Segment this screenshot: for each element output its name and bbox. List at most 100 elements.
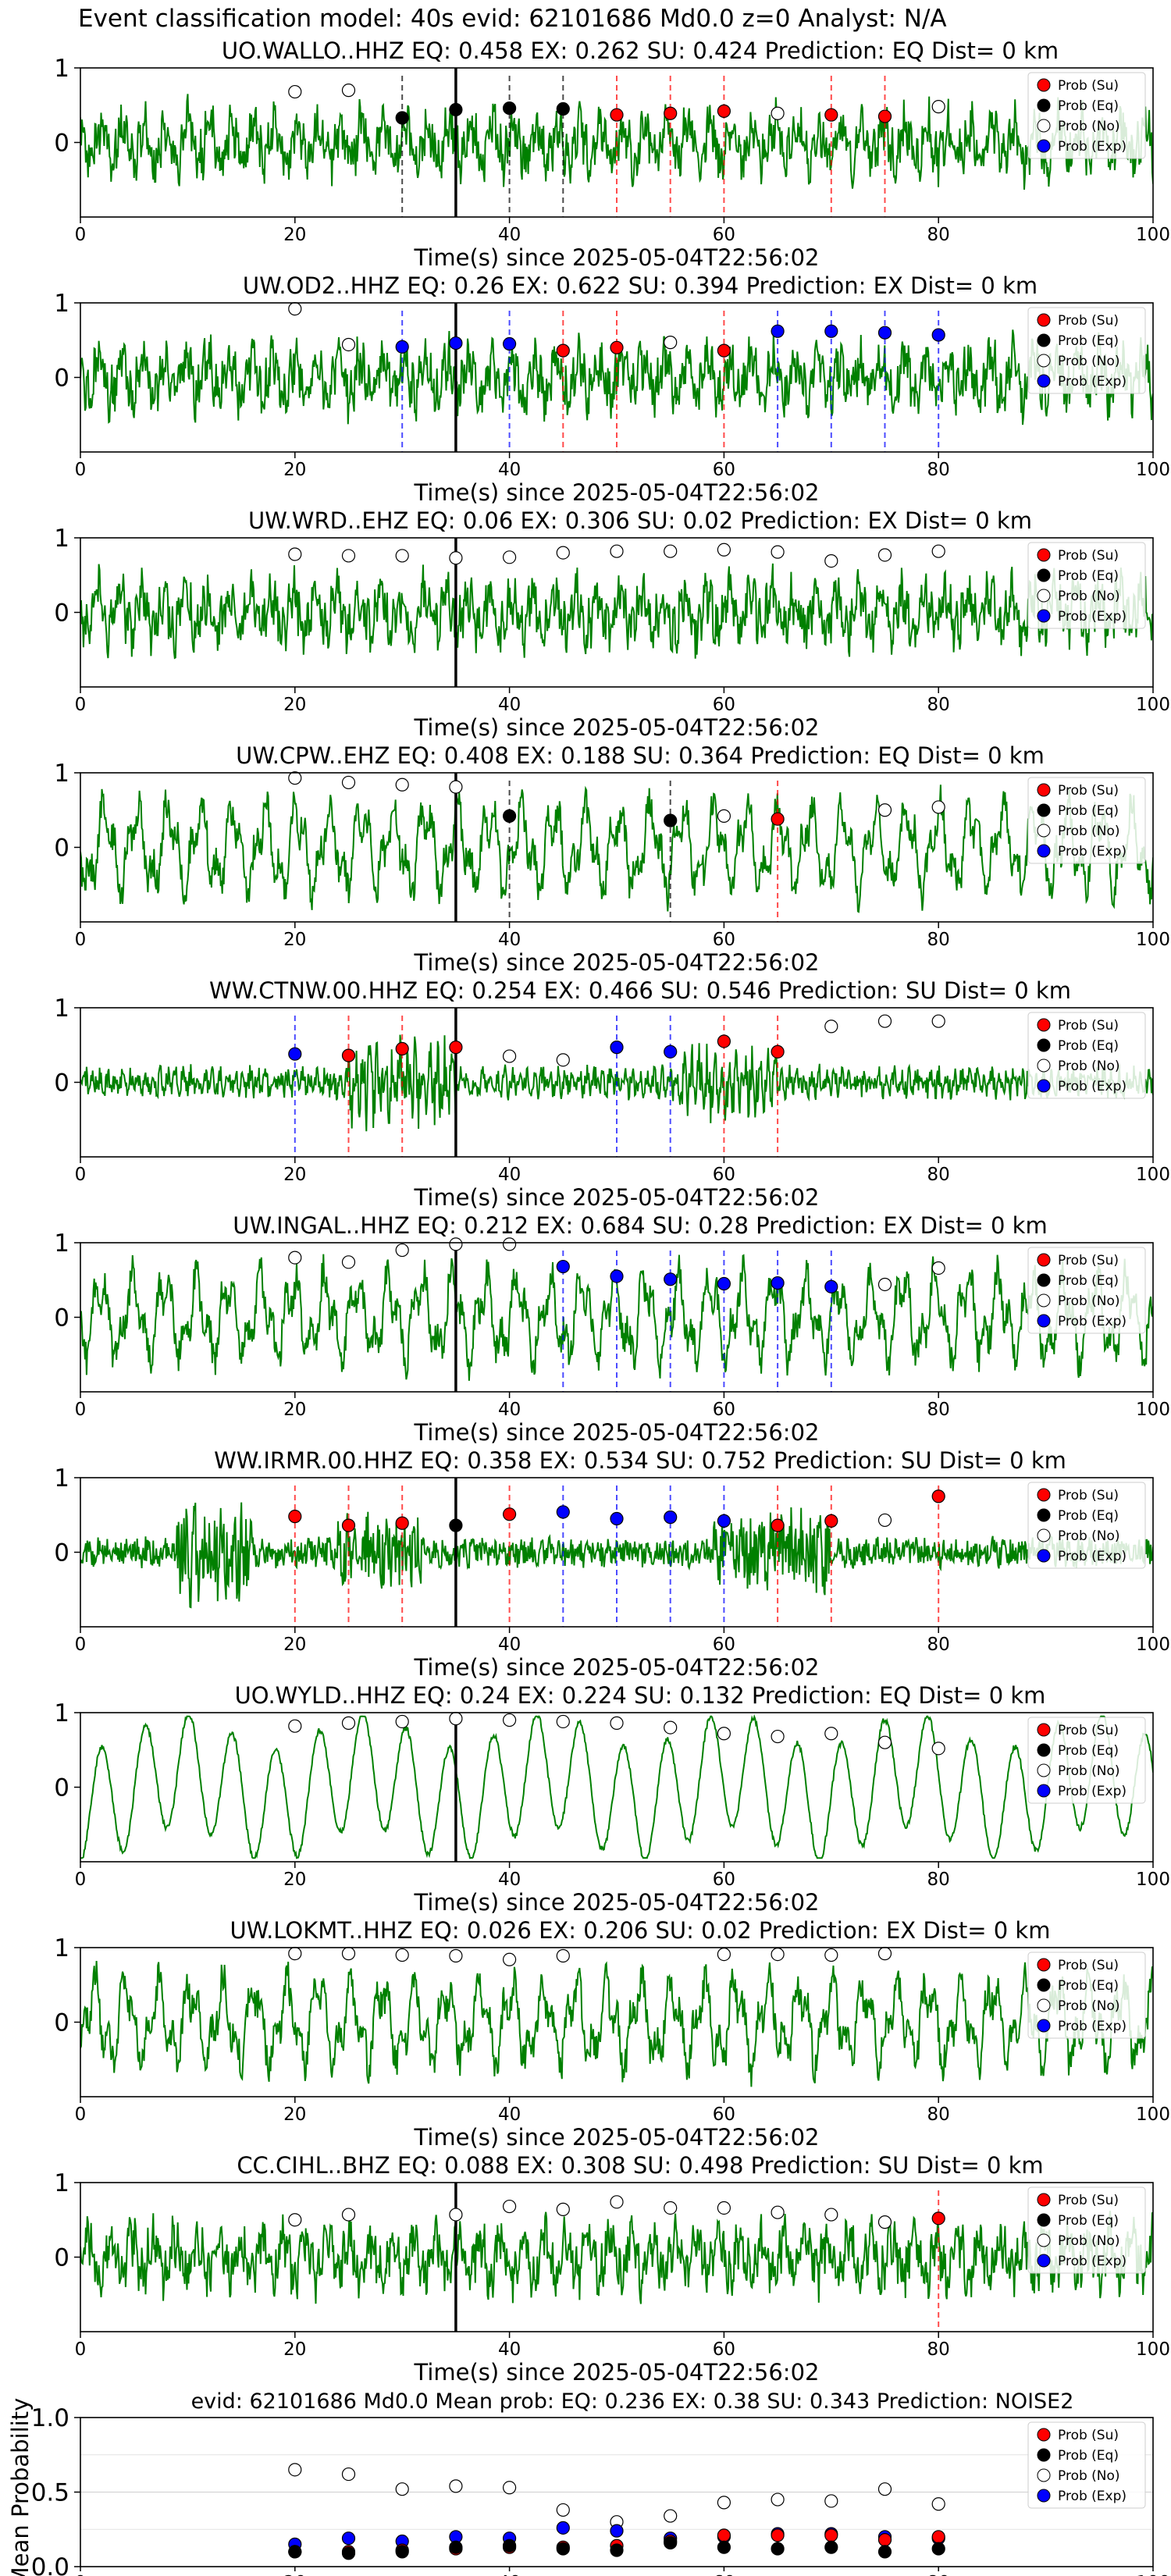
prob-point-su	[717, 104, 731, 118]
prob-point-no	[717, 809, 731, 823]
x-tick-label: 100	[1136, 2339, 1170, 2360]
legend-label: Prob (Eq)	[1058, 1743, 1119, 1759]
legend-marker	[1037, 1998, 1051, 2012]
legend-box	[1027, 1482, 1146, 1569]
prob-point-no	[502, 550, 517, 564]
prob-point-exp	[288, 1047, 302, 1061]
prob-point-su	[771, 812, 785, 826]
prob-point-no	[341, 2208, 356, 2222]
legend: Prob (Su) Prob (Eq) Prob (No) Prob (Exp)	[1027, 542, 1146, 629]
mean-point-eq	[288, 2545, 302, 2559]
x-tick-label: 60	[713, 1165, 735, 1185]
legend-marker	[1037, 1059, 1051, 1073]
prob-point-no	[502, 1713, 517, 1727]
legend: Prob (Su) Prob (Eq) Prob (No) Prob (Exp)	[1027, 1247, 1146, 1334]
prob-point-exp	[931, 328, 945, 342]
prob-point-exp	[556, 1259, 570, 1274]
prob-point-no	[824, 1727, 838, 1741]
legend-marker	[1037, 1784, 1051, 1798]
mean-point-no	[877, 2482, 892, 2496]
legend: Prob (Su) Prob (Eq) Prob (No) Prob (Exp)	[1027, 1717, 1146, 1804]
prob-point-exp	[556, 1505, 570, 1519]
x-tick-label: 60	[713, 695, 735, 715]
y-tick-label: 1	[54, 760, 69, 788]
prob-point-no	[449, 2208, 463, 2222]
mean-point-eq	[341, 2546, 356, 2560]
mean-point-su	[931, 2530, 945, 2544]
prob-point-no	[449, 551, 463, 565]
legend-label: Prob (Eq)	[1058, 1273, 1119, 1289]
prob-point-no	[877, 2215, 892, 2229]
x-tick-label: 0	[75, 2105, 87, 2125]
legend-marker	[1037, 568, 1051, 582]
prob-point-exp	[449, 336, 463, 350]
prob-point-exp	[717, 1514, 731, 1528]
x-tick-label: 60	[713, 2339, 735, 2360]
prob-point-no	[341, 337, 356, 352]
x-tick-label: 0	[75, 1635, 87, 1655]
legend-marker	[1037, 2489, 1051, 2503]
legend: Prob (Su) Prob (Eq) Prob (No) Prob (Exp)	[1027, 2186, 1146, 2274]
x-tick-label: 100	[1136, 2105, 1170, 2125]
x-tick-label: 40	[498, 225, 521, 245]
figure-suptitle: Event classification model: 40s evid: 62…	[78, 5, 947, 33]
prob-point-no	[556, 2202, 570, 2216]
prob-point-exp	[610, 1511, 624, 1526]
legend-label: Prob (Eq)	[1058, 333, 1119, 349]
prob-point-no	[610, 2195, 624, 2209]
mean-point-no	[664, 2509, 678, 2523]
legend-box	[1027, 1952, 1146, 2039]
prob-point-no	[556, 1948, 570, 1963]
x-tick-label: 80	[927, 930, 950, 950]
prob-point-no	[288, 84, 302, 99]
prob-point-no	[931, 544, 945, 558]
prob-point-su	[931, 1489, 945, 1503]
x-axis-label: Time(s) since 2025-05-04T22:56:02	[414, 714, 820, 741]
y-tick-label: 0	[54, 130, 69, 158]
legend-label: Prob (Exp)	[1058, 1079, 1127, 1094]
mean-point-eq	[502, 2539, 517, 2553]
x-axis-label: Time(s) since 2025-05-04T22:56:02	[414, 2359, 820, 2386]
legend-marker	[1037, 609, 1051, 623]
legend-box	[1027, 1012, 1146, 1099]
x-tick-label: 100	[1136, 225, 1170, 245]
x-tick-label: 0	[75, 2573, 87, 2576]
legend-label: Prob (Exp)	[1058, 1784, 1127, 1799]
legend-label: Prob (Su)	[1058, 78, 1119, 94]
legend-marker	[1037, 374, 1051, 388]
prob-point-exp	[824, 324, 838, 338]
prob-point-no	[395, 1948, 409, 1962]
mean-point-eq	[717, 2540, 731, 2554]
legend-label: Prob (No)	[1058, 1059, 1120, 1074]
x-tick-label: 0	[75, 2339, 87, 2360]
x-tick-label: 20	[283, 225, 306, 245]
mean-point-eq	[610, 2543, 624, 2557]
x-tick-label: 20	[283, 1400, 306, 1420]
x-tick-label: 0	[75, 1165, 87, 1185]
legend-marker	[1037, 333, 1051, 347]
legend-marker	[1037, 1314, 1051, 1328]
legend-label: Prob (Eq)	[1058, 98, 1119, 114]
x-tick-label: 80	[927, 2573, 950, 2576]
waveform-line	[80, 2209, 1153, 2304]
station-panel: UO.WALLO..HHZ EQ: 0.458 EX: 0.262 SU: 0.…	[54, 37, 1170, 271]
legend-marker	[1037, 139, 1051, 153]
legend-marker	[1037, 1293, 1051, 1308]
prob-point-su	[288, 1510, 302, 1524]
y-tick-label: 0	[54, 1069, 69, 1098]
prob-point-no	[717, 1947, 731, 1962]
prob-point-exp	[395, 340, 409, 354]
legend-marker	[1037, 1253, 1051, 1267]
legend-box	[1027, 777, 1146, 864]
x-tick-label: 20	[283, 695, 306, 715]
prob-point-su	[341, 1048, 356, 1062]
legend-label: Prob (No)	[1058, 824, 1120, 839]
prob-point-su	[341, 1518, 356, 1532]
panel-title: UO.WALLO..HHZ EQ: 0.458 EX: 0.262 SU: 0.…	[222, 37, 1059, 64]
x-tick-label: 100	[1136, 930, 1170, 950]
x-tick-label: 20	[283, 2105, 306, 2125]
legend-box	[1027, 72, 1146, 159]
y-tick-label: 1	[54, 290, 69, 318]
prob-point-no	[341, 1947, 356, 1961]
panel-title: UW.LOKMT..HHZ EQ: 0.026 EX: 0.206 SU: 0.…	[230, 1917, 1051, 1944]
